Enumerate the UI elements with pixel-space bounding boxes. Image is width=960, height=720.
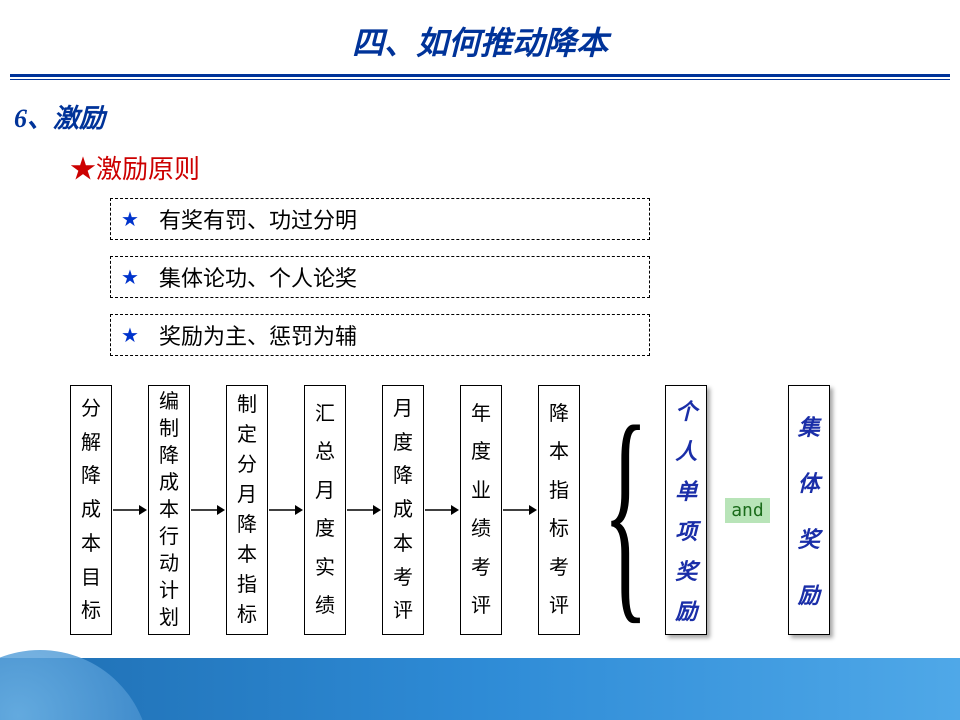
flow-node: 制定分月降本指标: [226, 385, 268, 635]
principle-item: ★ 集体论功、个人论奖: [110, 256, 650, 298]
flow-node: 年度业绩考评: [460, 385, 502, 635]
principle-text: 奖励为主、惩罚为辅: [159, 319, 357, 351]
star-icon: ★: [121, 265, 139, 290]
flow-node: 编制降成本行动计划: [148, 385, 190, 635]
flowchart: 分解降成本目标 编制降成本行动计划 制定分月降本指标 汇总月度实绩 月度降成本考…: [70, 385, 830, 635]
flow-node: 分解降成本目标: [70, 385, 112, 635]
principles-list: ★ 有奖有罚、功过分明 ★ 集体论功、个人论奖 ★ 奖励为主、惩罚为辅: [110, 198, 960, 356]
flow-node: 汇总月度实绩: [304, 385, 346, 635]
award-box: 个人单项奖励: [665, 385, 707, 635]
arrow-icon: [502, 503, 538, 517]
flow-node: 降本指标考评: [538, 385, 580, 635]
arrow-icon: [268, 503, 304, 517]
principle-text: 集体论功、个人论奖: [159, 261, 357, 293]
principle-text: 有奖有罚、功过分明: [159, 203, 357, 235]
slide-title: 四、如何推动降本: [0, 0, 960, 64]
principle-item: ★ 有奖有罚、功过分明: [110, 198, 650, 240]
award-box: 集体奖励: [788, 385, 830, 635]
subheading: ★激励原则: [70, 149, 960, 186]
globe-decoration: [0, 620, 170, 720]
and-badge: and: [725, 498, 770, 523]
section-number: 6、激励: [14, 98, 960, 135]
brace-icon: {: [586, 385, 665, 635]
star-icon: ★: [121, 323, 139, 348]
title-underline: [10, 74, 950, 80]
flow-node: 月度降成本考评: [382, 385, 424, 635]
arrow-icon: [424, 503, 460, 517]
arrow-icon: [190, 503, 226, 517]
arrow-icon: [346, 503, 382, 517]
star-icon: ★: [121, 207, 139, 232]
principle-item: ★ 奖励为主、惩罚为辅: [110, 314, 650, 356]
award-group: 个人单项奖励 and 集体奖励: [665, 385, 830, 635]
arrow-icon: [112, 503, 148, 517]
